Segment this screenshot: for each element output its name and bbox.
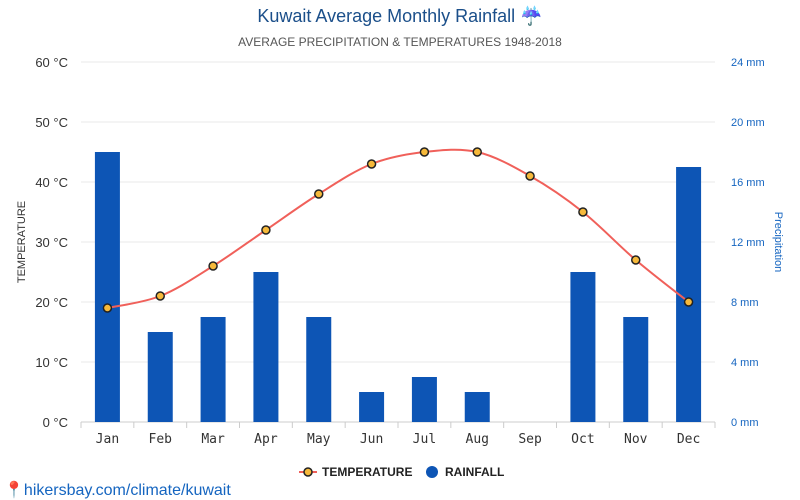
- y-tick-right: 8 mm: [731, 297, 759, 309]
- rainfall-bar: [411, 377, 437, 422]
- rainfall-bar: [253, 272, 279, 422]
- y-tick-right: 12 mm: [731, 237, 765, 249]
- chart-title: Kuwait Average Monthly Rainfall ☔: [257, 6, 543, 26]
- location-pin-icon: 📍: [4, 482, 24, 499]
- temperature-point: [102, 303, 113, 313]
- temperature-point: [366, 159, 377, 169]
- y-tick-left: 20 °C: [35, 295, 68, 310]
- rainfall-bar: [306, 317, 332, 422]
- x-tick-label: Oct: [571, 432, 594, 447]
- rainfall-bar: [464, 392, 490, 422]
- x-tick-label: Jul: [413, 432, 436, 447]
- y-tick-left: 60 °C: [35, 55, 68, 70]
- legend-temperature-marker: [303, 467, 313, 477]
- temperature-point: [314, 189, 324, 199]
- y-tick-left: 40 °C: [35, 175, 68, 190]
- x-tick-label: Nov: [624, 432, 648, 447]
- temperature-point: [472, 147, 482, 157]
- rainfall-bar: [570, 272, 596, 422]
- legend-rainfall-label: RAINFALL: [445, 465, 504, 479]
- rainfall-bar: [200, 317, 226, 422]
- chart-subtitle: AVERAGE PRECIPITATION & TEMPERATURES 194…: [238, 35, 562, 49]
- temperature-point: [525, 171, 535, 181]
- x-tick-label: Dec: [677, 432, 700, 447]
- x-tick-label: Aug: [466, 432, 489, 447]
- temperature-point: [261, 225, 271, 235]
- y-tick-right: 16 mm: [731, 177, 765, 189]
- rainfall-bar: [359, 392, 385, 422]
- x-tick-label: Jun: [360, 432, 383, 447]
- temperature-point: [683, 297, 694, 307]
- rainfall-bar: [623, 317, 649, 422]
- temperature-point: [208, 261, 218, 271]
- temperature-point: [578, 207, 588, 217]
- rainfall-bar: [147, 332, 173, 422]
- x-tick-label: Sep: [518, 432, 542, 447]
- x-tick-label: Feb: [149, 432, 173, 447]
- temperature-point: [419, 147, 430, 157]
- y-tick-left: 50 °C: [35, 115, 68, 130]
- umbrella-rain-icon: ☔: [520, 6, 543, 26]
- y-axis-label-right: Precipitation: [772, 212, 784, 273]
- footer-link[interactable]: 📍hikersbay.com/climate/kuwait: [4, 482, 231, 499]
- temperature-line: [107, 148, 690, 309]
- y-tick-right: 4 mm: [731, 357, 759, 369]
- y-tick-left: 0 °C: [43, 415, 68, 430]
- rainfall-bar: [94, 152, 120, 422]
- x-tick-label: Mar: [201, 432, 225, 447]
- y-tick-right: 20 mm: [731, 117, 765, 129]
- temperature-point: [631, 255, 641, 265]
- legend-temperature-label: TEMPERATURE: [322, 465, 412, 479]
- temperature-point: [155, 291, 165, 301]
- x-tick-label: May: [307, 432, 331, 447]
- y-tick-left: 30 °C: [35, 235, 68, 250]
- y-axis-label-left: TEMPERATURE: [16, 201, 28, 283]
- y-tick-right: 24 mm: [731, 57, 765, 69]
- legend-rainfall-marker: [426, 466, 438, 478]
- y-tick-left: 10 °C: [35, 355, 68, 370]
- y-tick-right: 0 mm: [731, 417, 759, 429]
- x-tick-label: Jan: [96, 432, 119, 447]
- x-tick-label: Apr: [254, 432, 278, 447]
